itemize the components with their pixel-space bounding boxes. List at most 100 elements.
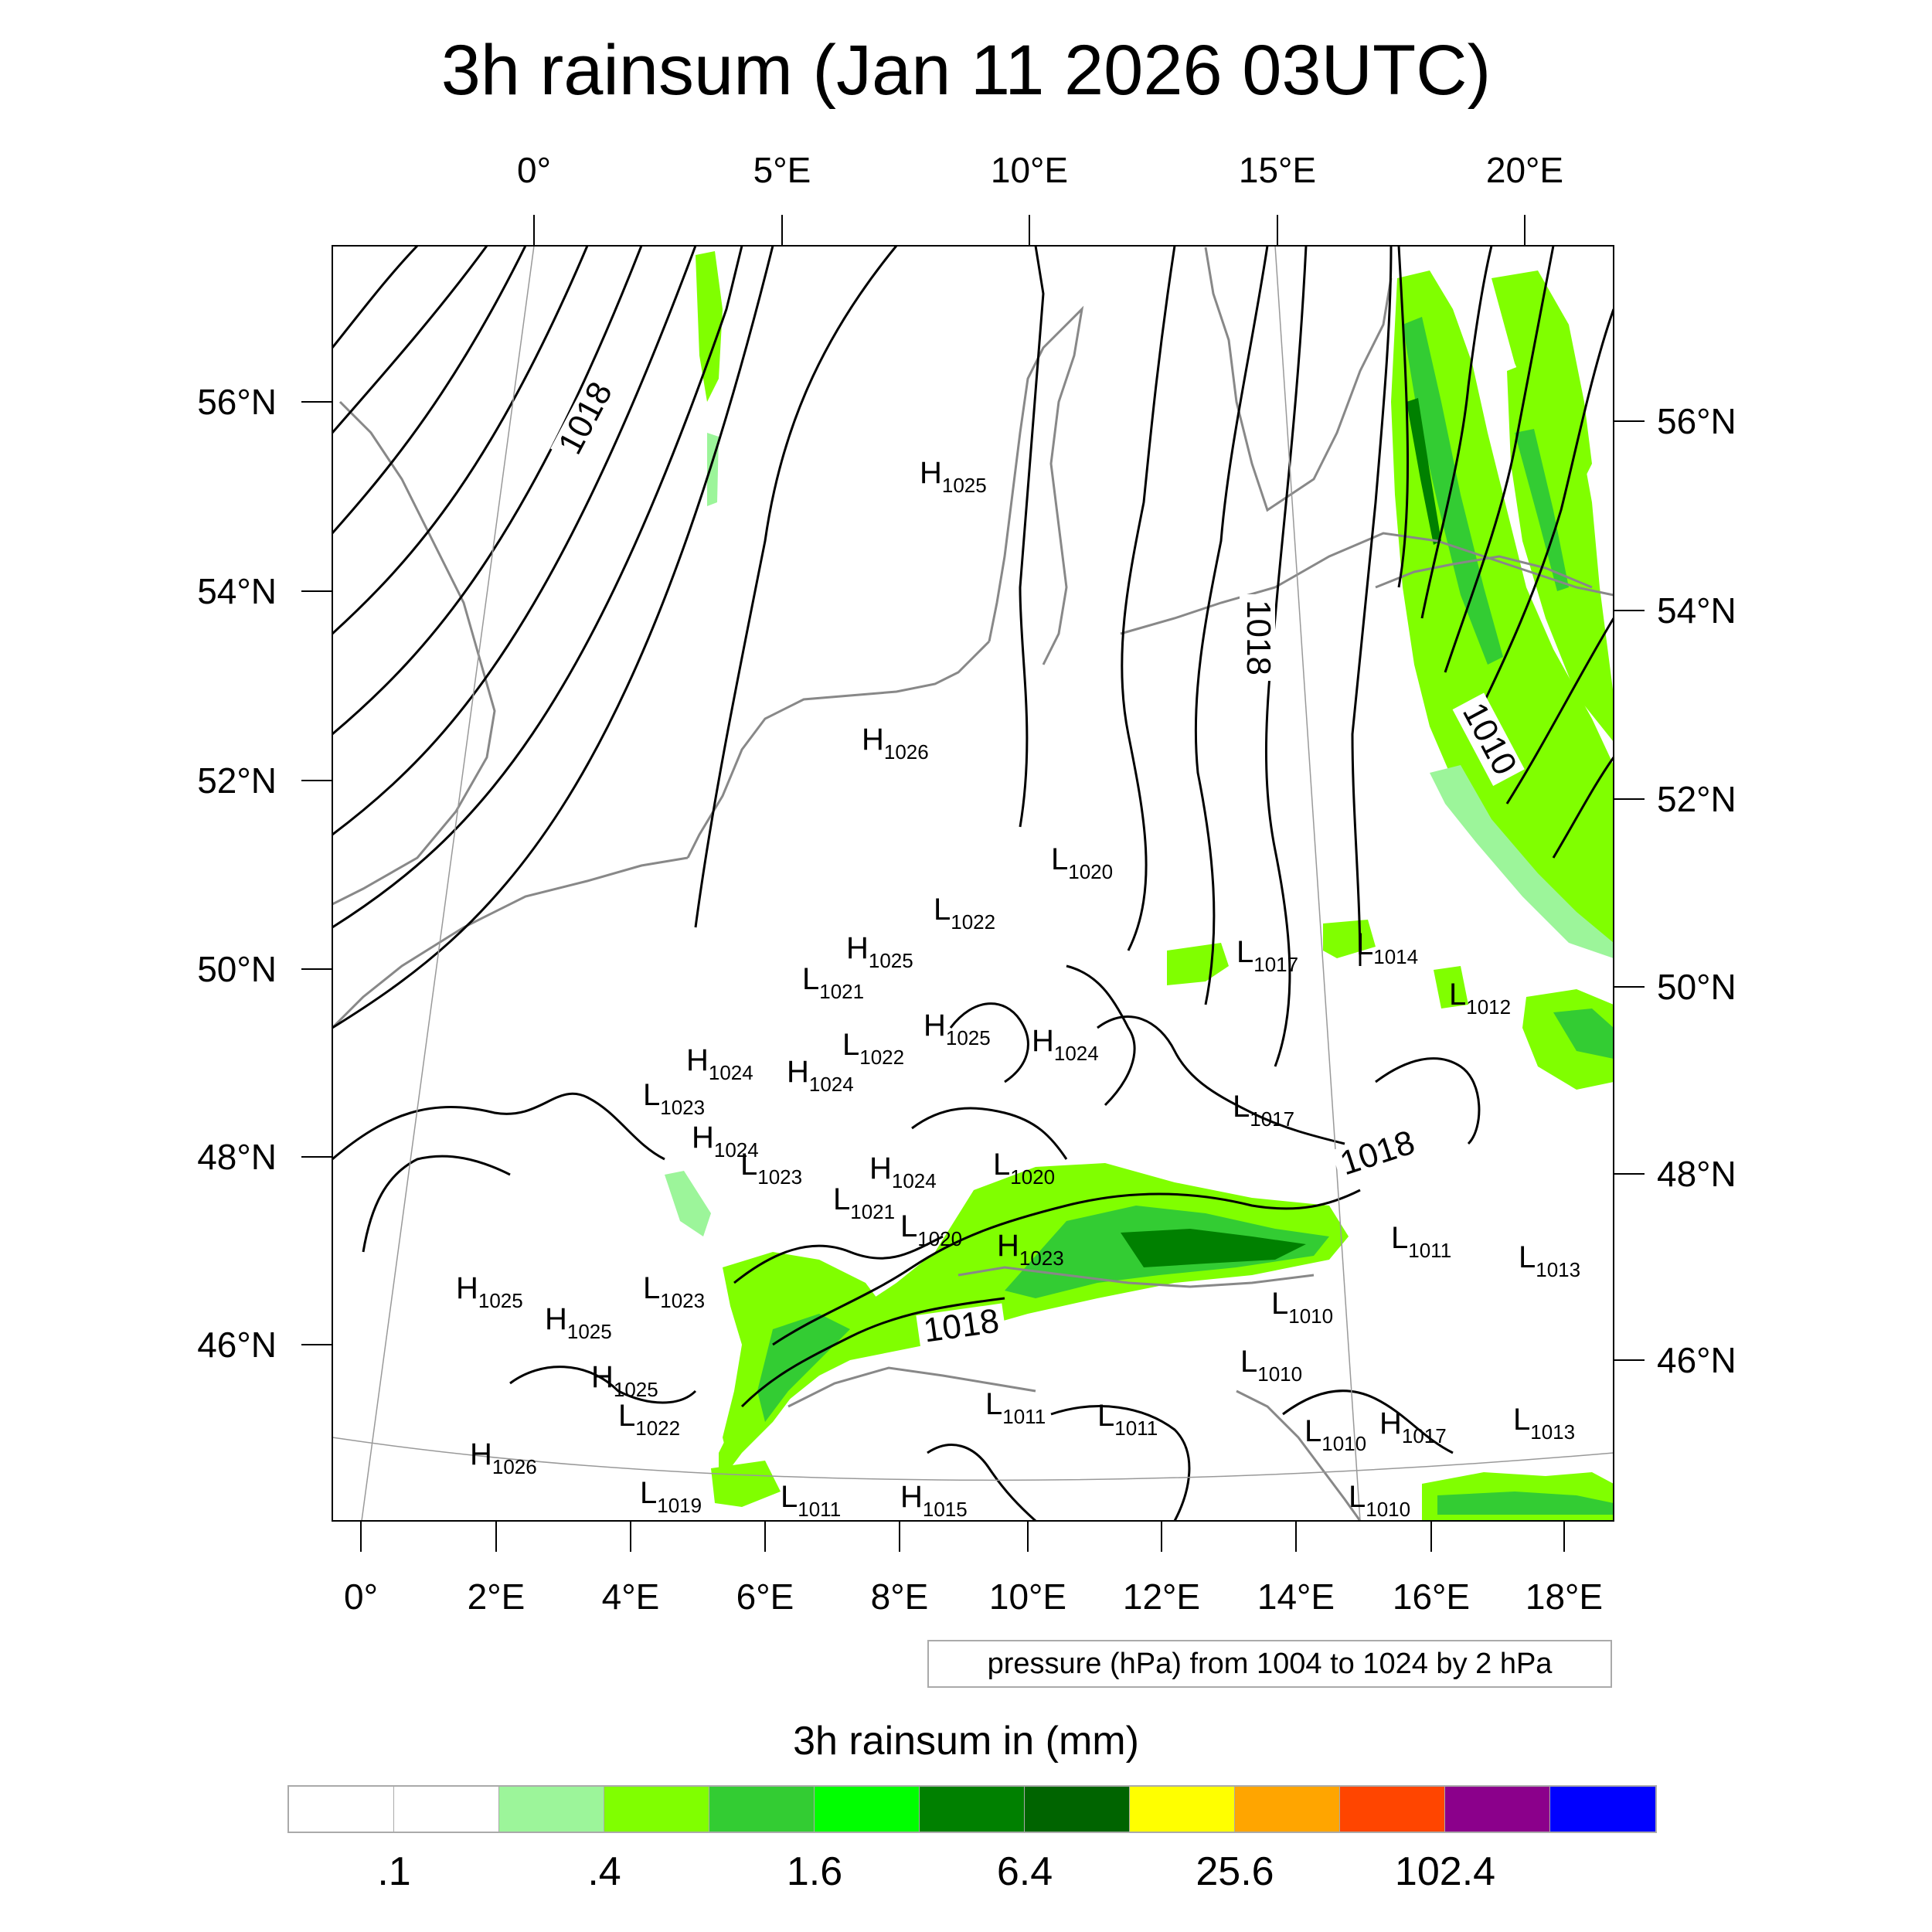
isobar [1066, 964, 1136, 1107]
colorbar-box [815, 1787, 920, 1832]
isobar [1194, 246, 1269, 1005]
isobar [949, 1002, 1029, 1083]
low-pressure-label: L1013 [1513, 1403, 1575, 1444]
high-pressure-label: H1017 [1379, 1406, 1447, 1447]
coast-baltic [1120, 532, 1614, 635]
high-pressure-label: H1023 [997, 1229, 1064, 1270]
isobar [1050, 1405, 1191, 1521]
isobar [332, 246, 697, 836]
border-poland [1375, 555, 1593, 589]
high-pressure-label: H1026 [470, 1437, 537, 1478]
bottom-lon-label: 12°E [1123, 1577, 1200, 1617]
colorbar-box [1130, 1787, 1235, 1832]
right-lat-label: 50°N [1657, 967, 1736, 1007]
top-lon-label: 10°E [991, 150, 1068, 190]
low-pressure-label: L1021 [802, 962, 864, 1003]
left-lat-label: 48°N [197, 1137, 277, 1177]
colorbar-box [1550, 1787, 1655, 1832]
colorbar-box [499, 1787, 604, 1832]
left-lat-label: 52°N [197, 760, 277, 801]
low-pressure-label: L1022 [842, 1028, 904, 1069]
low-pressure-label: L1017 [1236, 935, 1298, 976]
isobar [1097, 1015, 1345, 1145]
isobar [332, 246, 589, 635]
low-pressure-label: L1023 [643, 1078, 705, 1119]
isobar [332, 246, 643, 736]
low-pressure-label: L1011 [985, 1387, 1046, 1428]
isobar [1444, 246, 1555, 673]
low-pressure-label: L1010 [1349, 1480, 1410, 1521]
rain-adriatic-dark [1437, 1492, 1614, 1515]
bottom-lon-label: 2°E [468, 1577, 526, 1617]
low-pressure-label: L1014 [1356, 927, 1418, 968]
colorbar-box [1025, 1787, 1130, 1832]
low-pressure-label: L1013 [1519, 1240, 1580, 1281]
colorbar-label: 6.4 [996, 1849, 1053, 1894]
right-lat-label: 48°N [1657, 1154, 1736, 1194]
top-lon-label: 15°E [1239, 150, 1316, 190]
left-lat-label: 46°N [197, 1325, 277, 1365]
isobar [740, 1297, 1005, 1408]
colorbar [287, 1785, 1657, 1833]
low-pressure-label: L1010 [1240, 1345, 1302, 1386]
high-pressure-label: H1024 [1032, 1024, 1099, 1065]
coast-netherlands [686, 640, 991, 859]
isobar [332, 246, 774, 1029]
tick-marks [301, 215, 1645, 1552]
coast-france-north [332, 856, 689, 1029]
rain-sw-corner [711, 1461, 781, 1507]
meridian-15e [1274, 246, 1361, 1521]
low-pressure-label: L1019 [640, 1476, 702, 1517]
isobar [1467, 308, 1614, 735]
high-pressure-label: H1026 [862, 723, 929, 764]
high-pressure-label: H1024 [692, 1121, 759, 1162]
isobar [509, 1366, 697, 1404]
page-title: 3h rainsum (Jan 11 2026 03UTC) [440, 31, 1492, 110]
left-lat-label: 54°N [197, 571, 277, 611]
isobar [911, 1107, 1068, 1160]
isobar [927, 1444, 1037, 1521]
colorbar-box [289, 1787, 394, 1832]
high-pressure-label: H1025 [591, 1360, 658, 1401]
isobar [1397, 246, 1410, 588]
meridian-0 [361, 246, 535, 1521]
parallel-45n [332, 1437, 1614, 1481]
high-pressure-label: H1015 [900, 1480, 968, 1521]
low-pressure-label: L1023 [740, 1148, 802, 1189]
rain-slovakia [1434, 966, 1468, 1009]
pressure-centers: H1025H1026L1020L1022H1025L1021L1017L1014… [456, 456, 1580, 1521]
left-lat-label: 56°N [197, 382, 277, 422]
high-pressure-label: H1025 [456, 1271, 523, 1312]
isobar [332, 246, 488, 434]
isobar [772, 1189, 1361, 1346]
isobar [332, 246, 419, 349]
bottom-lon-label: 14°E [1257, 1577, 1335, 1617]
colorbar-label: .1 [377, 1849, 411, 1894]
high-pressure-label: H1025 [923, 1009, 991, 1049]
coast-adriatic [1236, 1389, 1362, 1521]
bottom-lon-label: 8°E [871, 1577, 929, 1617]
colorbar-box [920, 1787, 1025, 1832]
left-lat-label: 50°N [197, 949, 277, 989]
plot-frame [332, 245, 1614, 1522]
high-pressure-label: H1025 [545, 1302, 612, 1343]
contour-label: 1018 [1240, 600, 1277, 675]
high-pressure-label: H1024 [787, 1055, 854, 1096]
bottom-lon-labels: 0° 2°E 4°E 6°E 8°E 10°E 12°E 14°E 16°E 1… [344, 1577, 1603, 1617]
legend-title: 3h rainsum in (mm) [793, 1719, 1139, 1764]
right-lat-label: 46°N [1657, 1340, 1736, 1380]
isobar [1121, 246, 1176, 951]
isobar [1019, 246, 1045, 828]
right-lat-labels: 56°N 54°N 52°N 50°N 48°N 46°N [1657, 401, 1736, 1380]
colorbar-box [1445, 1787, 1550, 1832]
low-pressure-label: L1017 [1233, 1090, 1294, 1131]
top-lon-label: 0° [517, 150, 551, 190]
colorbar-box [709, 1787, 815, 1832]
colorbar-label: 1.6 [786, 1849, 843, 1894]
isobar [694, 246, 898, 928]
pressure-info-box: pressure (hPa) from 1004 to 1024 by 2 hP… [927, 1640, 1612, 1688]
coast-sweden [1204, 247, 1393, 512]
bottom-lon-label: 4°E [602, 1577, 660, 1617]
bottom-lon-label: 18°E [1526, 1577, 1603, 1617]
